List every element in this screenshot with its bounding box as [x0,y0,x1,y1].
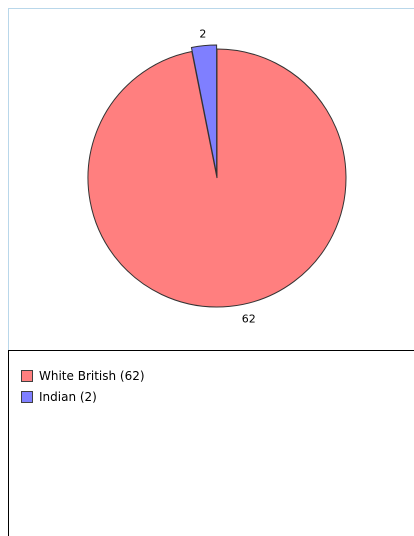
slice-label-white-british: 62 [242,312,256,325]
pie-slice-indian [190,44,218,175]
legend-label-white-british: White British (62) [39,368,145,383]
legend: White British (62) Indian (2) [21,365,145,407]
pie-chart: 2 62 [87,28,347,325]
legend-item-white-british: White British (62) [21,365,145,386]
slice-label-indian: 2 [199,28,206,41]
legend-label-indian: Indian (2) [39,389,97,404]
pie-slice-white-british [87,48,347,308]
legend-swatch-white-british [21,369,33,382]
chart-panel: 2 62 [8,8,414,350]
legend-item-indian: Indian (2) [21,386,145,407]
legend-swatch-indian [21,390,33,403]
legend-panel: White British (62) Indian (2) [8,350,414,536]
